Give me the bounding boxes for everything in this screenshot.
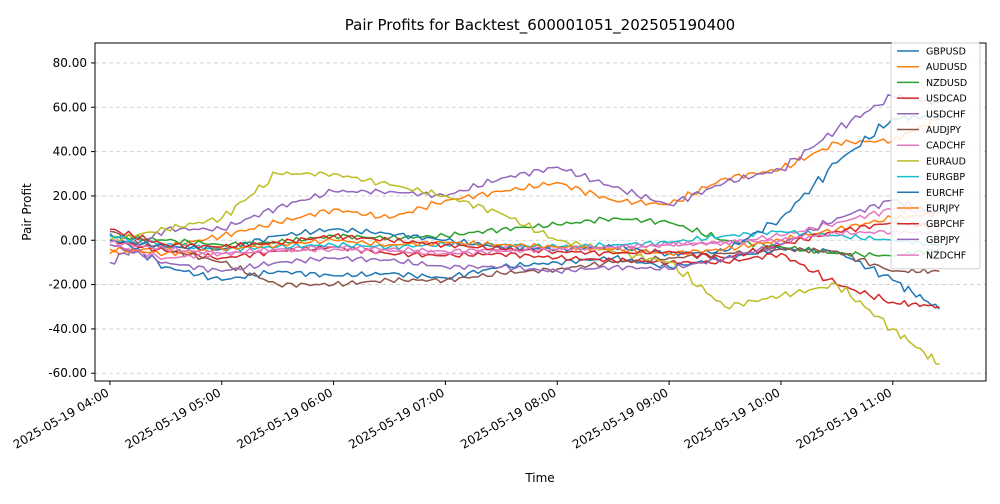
legend-label: GBPUSD — [926, 47, 966, 58]
y-tick-label: 0.00 — [60, 233, 87, 247]
y-tick-label: -60.00 — [48, 366, 87, 380]
series-line-gbpjpy — [109, 198, 940, 274]
legend-label: EURCHF — [926, 188, 964, 199]
legend-label: CADCHF — [926, 141, 966, 152]
plot-area-frame — [94, 42, 987, 382]
legend: GBPUSD AUDUSD NZDUSD USDCAD USDCHF AUDJPY CADC… — [890, 42, 981, 270]
legend-label: NZDCHF — [926, 251, 966, 262]
chart-title: Pair Profits for Backtest_600001051_2025… — [345, 16, 735, 35]
y-tick-label: 80.00 — [53, 56, 87, 70]
y-tick-label: -20.00 — [48, 278, 87, 292]
legend-label: AUDJPY — [926, 125, 961, 136]
legend-label: AUDUSD — [926, 62, 967, 73]
series-lines — [109, 93, 940, 366]
y-axis-label: Pair Profit — [20, 183, 34, 241]
y-tick-label: 60.00 — [53, 100, 87, 114]
y-tick-label: 20.00 — [53, 189, 87, 203]
grid-lines — [95, 62, 986, 374]
legend-label: NZDUSD — [926, 78, 967, 89]
legend-label: USDCAD — [926, 94, 967, 105]
x-axis-label: Time — [524, 471, 554, 485]
y-tick-label: 40.00 — [53, 145, 87, 159]
legend-box — [890, 42, 981, 270]
series-line-usdchf — [109, 93, 940, 265]
y-tick-label: -40.00 — [48, 322, 87, 336]
legend-label: GBPCHF — [926, 219, 965, 230]
series-line-euraud — [109, 171, 940, 366]
series-line-usdcad — [109, 239, 940, 309]
series-line-gbpchf — [109, 221, 940, 260]
series-line-nzdchf — [109, 229, 940, 257]
legend-label: USDCHF — [926, 109, 966, 120]
legend-label: EURJPY — [926, 204, 960, 215]
series-line-audusd — [109, 117, 940, 256]
legend-label: EURAUD — [926, 156, 966, 167]
series-line-nzdusd — [109, 216, 940, 258]
y-axis: -60.00 -40.00 -20.00 0.00 20.00 40.00 60.00 80.… — [48, 56, 95, 380]
series-line-gbpusd — [109, 233, 940, 310]
legend-label: GBPJPY — [926, 235, 960, 246]
legend-label: EURGBP — [926, 172, 965, 183]
series-line-audjpy — [109, 230, 940, 288]
